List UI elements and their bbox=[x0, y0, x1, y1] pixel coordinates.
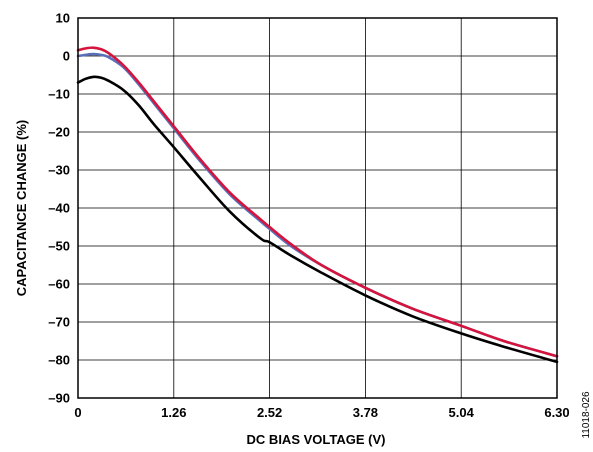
x-tick-label: 6.30 bbox=[544, 405, 569, 420]
y-tick-label: –20 bbox=[48, 125, 70, 140]
y-tick-label: –30 bbox=[48, 163, 70, 178]
y-tick-label: –80 bbox=[48, 353, 70, 368]
plot-area-frame bbox=[77, 17, 558, 399]
y-tick-label: –70 bbox=[48, 315, 70, 330]
x-tick-label: 5.04 bbox=[449, 405, 475, 420]
y-tick-label: –50 bbox=[48, 239, 70, 254]
y-tick-label: 0 bbox=[63, 49, 70, 64]
y-tick-label: –40 bbox=[48, 201, 70, 216]
figure-id-label: 11018-026 bbox=[581, 391, 592, 439]
series-line bbox=[76, 75, 559, 364]
x-axis-title: DC BIAS VOLTAGE (V) bbox=[247, 432, 386, 447]
y-tick-label: –90 bbox=[48, 391, 70, 406]
x-tick-label: 3.78 bbox=[353, 405, 378, 420]
series-lines bbox=[76, 46, 559, 364]
y-tick-labels: 10 0 –10 –20 –30 –40 –50 –60 –70 –80 –90 bbox=[48, 11, 70, 406]
y-tick-label: 10 bbox=[56, 11, 70, 26]
x-tick-label: 2.52 bbox=[257, 405, 282, 420]
series-line bbox=[76, 46, 559, 358]
y-tick-label: –10 bbox=[48, 87, 70, 102]
x-tick-label: 0 bbox=[74, 405, 81, 420]
series-line bbox=[76, 52, 559, 358]
y-tick-label: –60 bbox=[48, 277, 70, 292]
x-tick-labels: 0 1.26 2.52 3.78 5.04 6.30 bbox=[74, 405, 569, 420]
x-tick-label: 1.26 bbox=[161, 405, 186, 420]
y-axis-title: CAPACITANCE CHANGE (%) bbox=[14, 120, 29, 296]
